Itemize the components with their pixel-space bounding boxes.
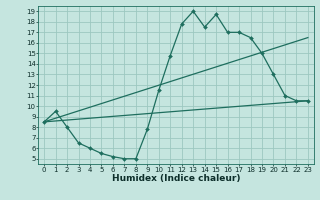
X-axis label: Humidex (Indice chaleur): Humidex (Indice chaleur) [112,174,240,183]
